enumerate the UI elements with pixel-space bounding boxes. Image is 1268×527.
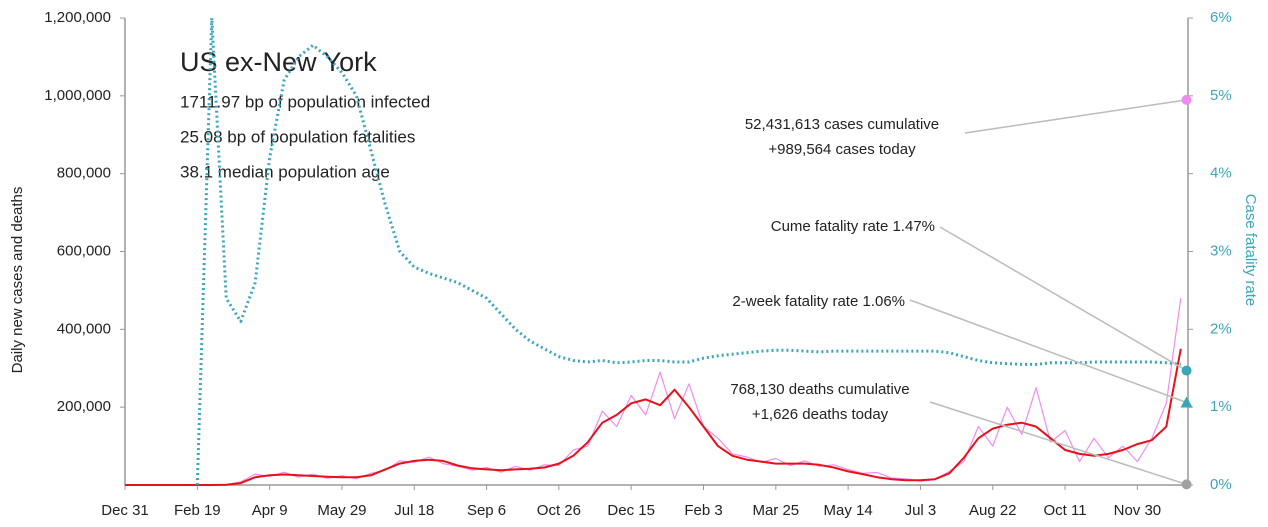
x-tick-label: Oct 26 bbox=[537, 502, 581, 519]
y2-axis-label: Case fatality rate bbox=[1242, 194, 1259, 307]
note: 25.08 bp of population fatalities bbox=[180, 127, 415, 146]
y2-tick-label: 3% bbox=[1210, 242, 1232, 259]
y2-tick-label: 2% bbox=[1210, 320, 1232, 337]
annotation: +1,626 deaths today bbox=[752, 406, 889, 423]
y2-tick-label: 5% bbox=[1210, 87, 1232, 104]
x-tick-label: May 14 bbox=[824, 502, 873, 519]
x-tick-label: Nov 30 bbox=[1114, 502, 1162, 519]
y2-tick-label: 4% bbox=[1210, 165, 1232, 182]
y-tick-label: 1,000,000 bbox=[44, 87, 111, 104]
leader-line bbox=[929, 401, 1187, 486]
y-tick-label: 600,000 bbox=[57, 242, 111, 259]
annotation: Cume fatality rate 1.47% bbox=[771, 218, 935, 235]
chart-title: US ex-New York bbox=[180, 47, 377, 77]
marker bbox=[1180, 396, 1193, 408]
y-tick-label: 800,000 bbox=[57, 165, 111, 182]
series-line bbox=[195, 16, 1181, 486]
marker bbox=[1181, 365, 1192, 376]
x-tick-label: Apr 9 bbox=[252, 502, 288, 519]
x-tick-label: Jul 3 bbox=[905, 502, 937, 519]
note: 1711.97 bp of population infected bbox=[180, 92, 430, 111]
leader-line bbox=[909, 299, 1187, 404]
marker bbox=[1181, 94, 1192, 105]
series-line bbox=[125, 348, 1182, 486]
annotation: 768,130 deaths cumulative bbox=[730, 381, 909, 398]
x-tick-label: Dec 15 bbox=[607, 502, 655, 519]
x-tick-label: Dec 31 bbox=[101, 502, 149, 519]
y-tick-label: 1,200,000 bbox=[44, 9, 111, 26]
annotation: 2-week fatality rate 1.06% bbox=[732, 293, 905, 310]
y-tick-label: 200,000 bbox=[57, 398, 111, 415]
y2-tick-label: 6% bbox=[1210, 9, 1232, 26]
x-tick-label: Feb 3 bbox=[684, 502, 722, 519]
x-tick-label: May 29 bbox=[317, 502, 366, 519]
leader-line bbox=[964, 99, 1187, 134]
annotation: 52,431,613 cases cumulative bbox=[745, 116, 939, 133]
x-tick-label: Oct 11 bbox=[1044, 502, 1087, 519]
y-tick-label: 400,000 bbox=[57, 320, 111, 337]
x-tick-label: Jul 18 bbox=[394, 502, 434, 519]
y-axis-label: Daily new cases and deaths bbox=[9, 187, 26, 374]
series-line bbox=[125, 298, 1182, 486]
leader-line bbox=[939, 226, 1187, 372]
annotation: +989,564 cases today bbox=[768, 141, 916, 158]
x-tick-label: Aug 22 bbox=[969, 502, 1017, 519]
marker bbox=[1181, 479, 1192, 490]
x-tick-label: Feb 19 bbox=[174, 502, 221, 519]
note: 38.1 median population age bbox=[180, 162, 390, 181]
x-tick-label: Sep 6 bbox=[467, 502, 506, 519]
y2-tick-label: 0% bbox=[1210, 476, 1232, 493]
x-tick-label: Mar 25 bbox=[752, 502, 799, 519]
y2-tick-label: 1% bbox=[1210, 398, 1232, 415]
